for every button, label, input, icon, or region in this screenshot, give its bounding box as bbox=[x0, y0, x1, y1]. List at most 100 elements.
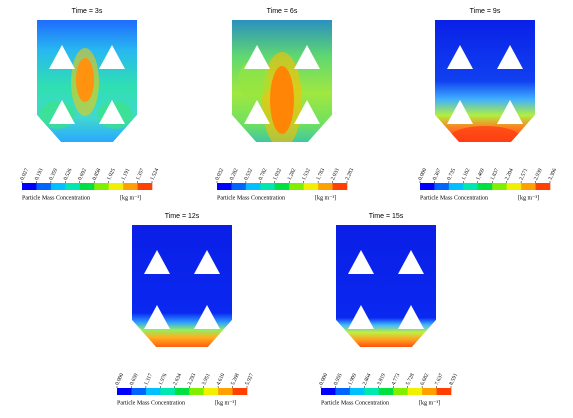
colorbar-segment bbox=[492, 183, 507, 190]
colorbar-tick-label: 1.032 bbox=[272, 167, 283, 181]
colorbar-segment bbox=[535, 183, 551, 190]
colorbar-segment bbox=[50, 183, 66, 190]
colorbar-tick-label: 1.282 bbox=[287, 167, 298, 181]
colorbar-tick-label: 0.858 bbox=[92, 167, 103, 181]
colorbar-segment bbox=[123, 183, 138, 190]
colorbar-tick-label: 1.524 bbox=[150, 167, 161, 181]
obstacle bbox=[348, 305, 374, 329]
panel-title: Time = 12s bbox=[165, 213, 200, 220]
concentration-region bbox=[449, 126, 521, 142]
colorbar-tick-label: 0.000 bbox=[319, 372, 330, 386]
colorbar-tick-label: 0.193 bbox=[34, 167, 45, 181]
colorbar-segment bbox=[160, 388, 176, 395]
panel-title: Time = 9s bbox=[470, 8, 501, 15]
colorbar-segment bbox=[232, 388, 248, 395]
colorbar-segment bbox=[245, 183, 261, 190]
colorbar-tick-label: 0.659 bbox=[129, 372, 140, 386]
colorbar-tick-label: 3.306 bbox=[548, 167, 559, 181]
contour-field bbox=[435, 20, 535, 142]
colorbar-segment bbox=[289, 183, 304, 190]
colorbar-tick-label: 0.000 bbox=[115, 372, 126, 386]
panel: Time = 12s 0.000 0.659 1.317 1.976 2.634 3.293… bbox=[115, 213, 256, 407]
colorbar-tick-label: 1.025 bbox=[106, 167, 117, 181]
colorbar-segment bbox=[231, 183, 247, 190]
colorbar-tick-label: 2.033 bbox=[330, 167, 341, 181]
colorbar-tick-label: 1.909 bbox=[347, 372, 358, 386]
colorbar-tick-label: 0.955 bbox=[333, 372, 344, 386]
colorbar-tick-label: 1.102 bbox=[461, 167, 472, 181]
colorbar-tick-label: 2.634 bbox=[172, 372, 183, 386]
colorbar-segment bbox=[303, 183, 319, 190]
colorbar-segment bbox=[203, 388, 219, 395]
colorbar-tick-label: 6.682 bbox=[420, 372, 431, 386]
colorbar-segment bbox=[108, 183, 124, 190]
concentration-region bbox=[71, 48, 99, 116]
colorbar-unit: [kg m⁻³] bbox=[215, 400, 236, 406]
obstacle bbox=[294, 45, 320, 69]
colorbar-segment bbox=[131, 388, 147, 395]
colorbar-segment bbox=[145, 388, 161, 395]
colorbar-tick-label: 2.204 bbox=[504, 167, 515, 181]
obstacle bbox=[194, 305, 220, 329]
colorbar-segment bbox=[463, 183, 479, 190]
concentration-region bbox=[238, 60, 270, 100]
colorbar-segment bbox=[189, 388, 204, 395]
colorbar-tick-label: 1.976 bbox=[158, 372, 169, 386]
colorbar-tick-label: 0.532 bbox=[243, 167, 254, 181]
obstacle bbox=[99, 100, 125, 124]
colorbar-tick-label: 0.735 bbox=[446, 167, 457, 181]
panel: Time = 9s0.000 0.367 0.735 1.102 1.469 1.837 2… bbox=[418, 8, 559, 202]
colorbar-label: Particle Mass Concentration bbox=[217, 195, 285, 201]
colorbar-tick-label: 5.728 bbox=[405, 372, 416, 386]
colorbar-segment bbox=[422, 388, 437, 395]
obstacle bbox=[144, 305, 170, 329]
colorbar-tick-label: 0.027 bbox=[20, 167, 31, 181]
obstacle bbox=[497, 100, 523, 124]
colorbar-tick-label: 0.032 bbox=[215, 167, 226, 181]
colorbar-tick-label: 4.773 bbox=[391, 372, 402, 386]
colorbar-tick-label: 1.532 bbox=[301, 167, 312, 181]
colorbar-tick-label: 1.357 bbox=[135, 167, 146, 181]
obstacle bbox=[447, 45, 473, 69]
colorbar-segment bbox=[137, 183, 153, 190]
concentration-region bbox=[262, 52, 302, 142]
panel: Time = 15s 0.000 0.955 1.909 2.864 3.819 4.773… bbox=[319, 213, 460, 407]
colorbar-segment bbox=[448, 183, 464, 190]
colorbar-segment bbox=[407, 388, 423, 395]
colorbar-segment bbox=[393, 388, 408, 395]
colorbar-tick-label: 2.571 bbox=[519, 167, 530, 181]
obstacle bbox=[49, 100, 75, 124]
colorbar-tick-label: 0.000 bbox=[418, 167, 429, 181]
colorbar-segment bbox=[174, 388, 190, 395]
colorbar-unit: [kg m⁻³] bbox=[315, 195, 336, 201]
colorbar-label: Particle Mass Concentration bbox=[321, 400, 389, 406]
colorbar-tick-label: 1.837 bbox=[490, 167, 501, 181]
colorbar-segment bbox=[506, 183, 522, 190]
obstacle bbox=[244, 100, 270, 124]
colorbar-tick-label: 3.293 bbox=[187, 372, 198, 386]
obstacle bbox=[398, 250, 424, 274]
obstacle bbox=[447, 100, 473, 124]
colorbar-segment bbox=[335, 388, 351, 395]
panel-title: Time = 3s bbox=[72, 8, 103, 15]
colorbar-unit: [kg m⁻³] bbox=[518, 195, 539, 201]
colorbar-label: Particle Mass Concentration bbox=[117, 400, 185, 406]
colorbar-segment bbox=[364, 388, 380, 395]
obstacle bbox=[398, 305, 424, 329]
obstacle bbox=[49, 45, 75, 69]
colorbar-segment bbox=[94, 183, 109, 190]
colorbar-segment bbox=[521, 183, 536, 190]
colorbar-tick-label: 1.783 bbox=[316, 167, 327, 181]
obstacle bbox=[194, 250, 220, 274]
colorbar-tick-label: 1.469 bbox=[475, 167, 486, 181]
colorbar-tick-label: 0.359 bbox=[48, 167, 59, 181]
colorbar-tick-label: 0.692 bbox=[77, 167, 88, 181]
colorbar-unit: [kg m⁻³] bbox=[120, 195, 141, 201]
colorbar-tick-label: 5.268 bbox=[230, 372, 241, 386]
colorbar-segment bbox=[420, 183, 435, 190]
panel: Time = 6s0.032 0.282 0.532 0.782 1.032 1.282 1… bbox=[215, 8, 356, 202]
colorbar-segment bbox=[22, 183, 37, 190]
colorbar-segment bbox=[318, 183, 333, 190]
obstacle bbox=[294, 100, 320, 124]
